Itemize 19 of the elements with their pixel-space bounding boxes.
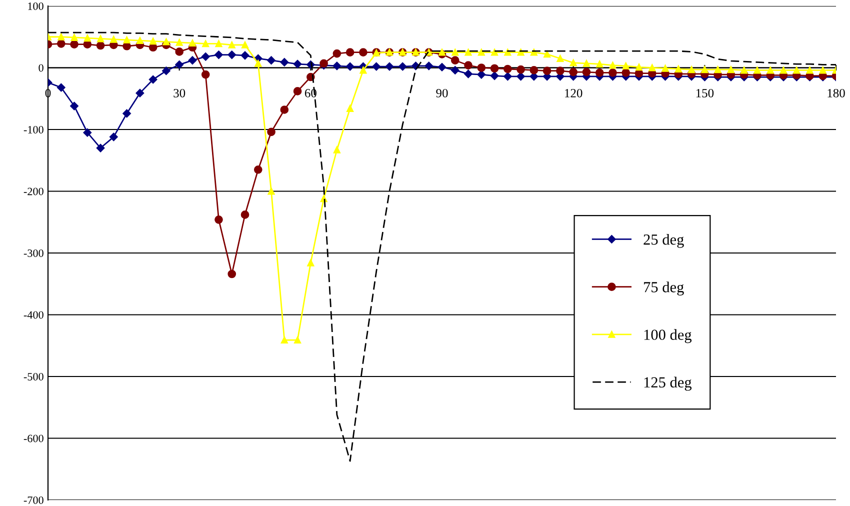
legend-label: 25 deg <box>644 234 684 248</box>
legend-label: 125 deg <box>644 376 692 391</box>
x-tick-label: 90 <box>436 88 448 98</box>
legend-label: 75 deg <box>644 282 684 296</box>
y-tick-label: -400 <box>24 311 44 319</box>
x-tick-label: 180 <box>828 88 845 98</box>
y-tick-label: 100 <box>28 2 44 10</box>
x-tick-label: 60 <box>304 88 316 98</box>
y-tick-label: -500 <box>24 372 44 380</box>
y-tick-label: -200 <box>24 188 44 196</box>
legend-label: 100 deg <box>644 329 692 344</box>
y-tick-label: -300 <box>24 249 44 257</box>
x-tick-label: 30 <box>174 88 186 98</box>
y-tick-label: -700 <box>24 496 44 504</box>
y-tick-label: -600 <box>24 434 44 442</box>
y-tick-label: 0 <box>38 64 44 72</box>
x-tick-label: 150 <box>696 88 714 98</box>
y-tick-label: -100 <box>24 126 44 134</box>
x-tick-label: 120 <box>565 88 582 98</box>
